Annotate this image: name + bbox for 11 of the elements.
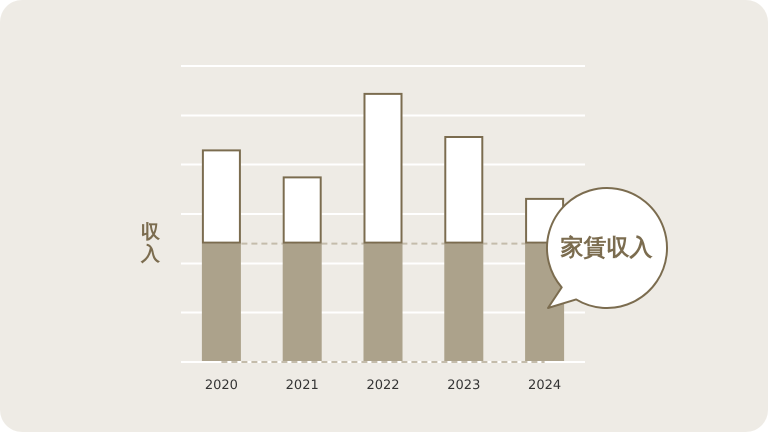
x-tick-label: 2023 bbox=[447, 378, 480, 394]
bar bbox=[444, 244, 484, 361]
bar bbox=[363, 244, 403, 361]
x-tick-label: 2022 bbox=[366, 378, 400, 394]
x-tick-label: 2021 bbox=[286, 378, 319, 394]
bar bbox=[282, 244, 322, 361]
bar bbox=[202, 244, 241, 361]
series-label: 家賃収入 bbox=[560, 234, 654, 264]
x-tick-label: 2020 bbox=[204, 378, 238, 394]
y-axis-title: 収入 bbox=[140, 221, 161, 265]
x-tick-label: 2024 bbox=[528, 378, 562, 394]
